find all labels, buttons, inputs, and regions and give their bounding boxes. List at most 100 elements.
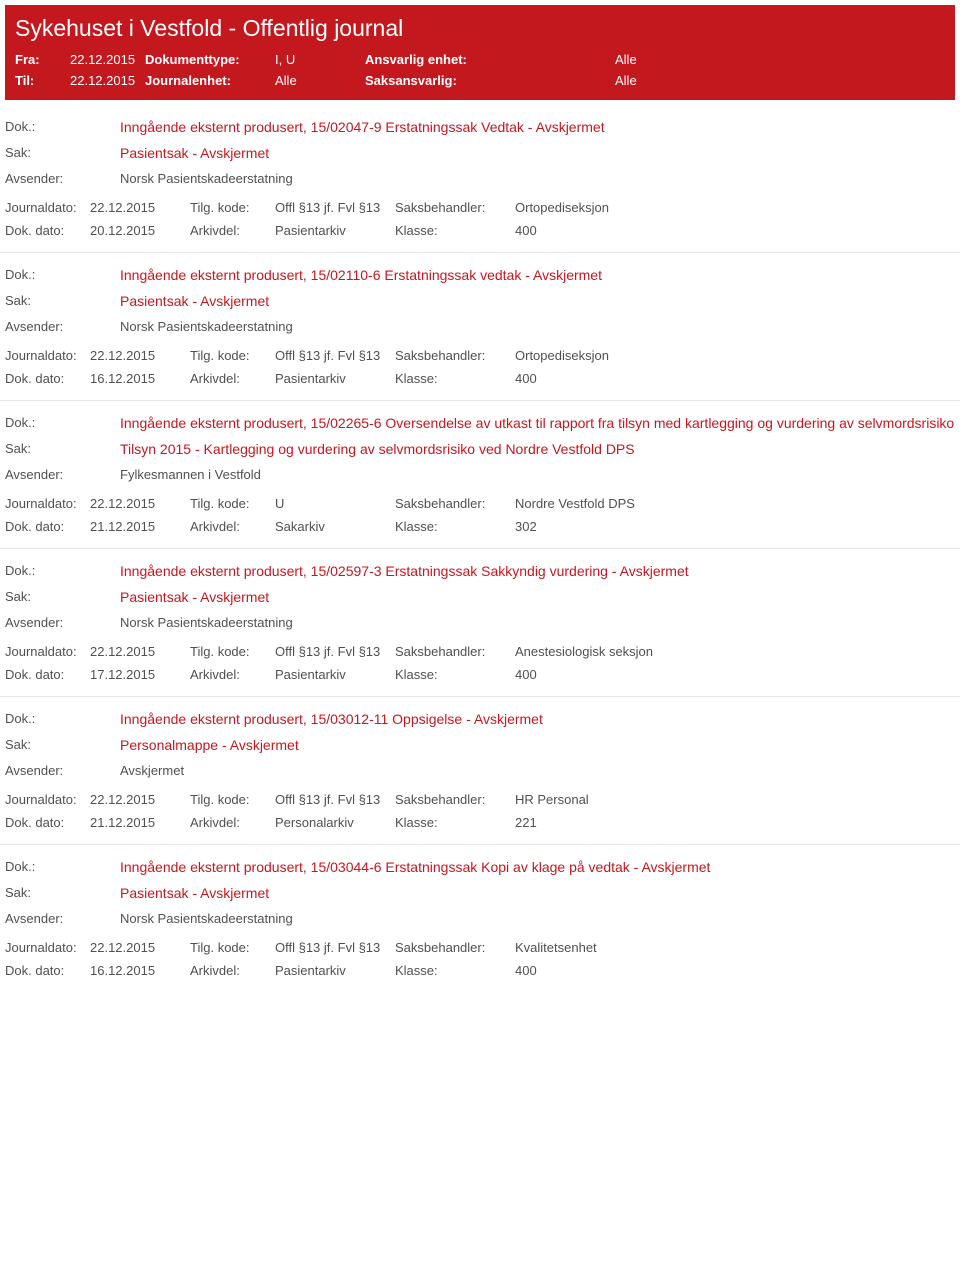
- journalenhet-label: Journalenhet:: [145, 73, 275, 88]
- avsender-label: Avsender:: [5, 467, 120, 482]
- ansvarlig-value: Alle: [615, 52, 715, 67]
- header-meta: Fra: 22.12.2015 Dokumenttype: I, U Ansva…: [15, 52, 945, 88]
- arkivdel-label: Arkivdel:: [190, 223, 275, 238]
- avsender-label: Avsender:: [5, 763, 120, 778]
- klasse-value: 400: [515, 963, 955, 978]
- fra-value: 22.12.2015: [70, 52, 145, 67]
- sak-label: Sak:: [5, 737, 120, 753]
- journal-entry: Dok.:Inngående eksternt produsert, 15/02…: [0, 253, 960, 401]
- journaldato-value: 22.12.2015: [90, 940, 190, 955]
- tilgkode-label: Tilg. kode:: [190, 496, 275, 511]
- avsender-value: Fylkesmannen i Vestfold: [120, 467, 955, 482]
- fra-label: Fra:: [15, 52, 70, 67]
- dokdato-label: Dok. dato:: [5, 815, 90, 830]
- journaldato-value: 22.12.2015: [90, 644, 190, 659]
- dokdato-value: 16.12.2015: [90, 963, 190, 978]
- klasse-value: 302: [515, 519, 955, 534]
- dok-title: Inngående eksternt produsert, 15/03044-6…: [120, 859, 955, 875]
- journaldato-value: 22.12.2015: [90, 200, 190, 215]
- journaldato-value: 22.12.2015: [90, 496, 190, 511]
- saksbehandler-value: Ortopediseksjon: [515, 200, 955, 215]
- doktype-label: Dokumenttype:: [145, 52, 275, 67]
- avsender-label: Avsender:: [5, 171, 120, 186]
- journalenhet-value: Alle: [275, 73, 365, 88]
- sak-label: Sak:: [5, 441, 120, 457]
- saksbehandler-label: Saksbehandler:: [395, 496, 515, 511]
- saksbehandler-label: Saksbehandler:: [395, 348, 515, 363]
- klasse-label: Klasse:: [395, 519, 515, 534]
- saksbehandler-label: Saksbehandler:: [395, 644, 515, 659]
- arkivdel-value: Personalarkiv: [275, 815, 395, 830]
- avsender-value: Norsk Pasientskadeerstatning: [120, 615, 955, 630]
- saksbehandler-value: Kvalitetsenhet: [515, 940, 955, 955]
- klasse-label: Klasse:: [395, 371, 515, 386]
- saksbehandler-value: HR Personal: [515, 792, 955, 807]
- tilgkode-label: Tilg. kode:: [190, 792, 275, 807]
- entry-header: Dok.:Inngående eksternt produsert, 15/02…: [5, 415, 955, 482]
- page-title: Sykehuset i Vestfold - Offentlig journal: [15, 15, 945, 42]
- dokdato-label: Dok. dato:: [5, 371, 90, 386]
- header-banner: Sykehuset i Vestfold - Offentlig journal…: [5, 5, 955, 100]
- dok-title: Inngående eksternt produsert, 15/02265-6…: [120, 415, 955, 431]
- journal-entry: Dok.:Inngående eksternt produsert, 15/03…: [0, 697, 960, 845]
- entry-details: Journaldato:22.12.2015Tilg. kode:Offl §1…: [5, 792, 955, 830]
- saksansvarlig-value: Alle: [615, 73, 715, 88]
- arkivdel-value: Pasientarkiv: [275, 223, 395, 238]
- entry-details: Journaldato:22.12.2015Tilg. kode:Offl §1…: [5, 200, 955, 238]
- journaldato-label: Journaldato:: [5, 792, 90, 807]
- journaldato-value: 22.12.2015: [90, 348, 190, 363]
- avsender-label: Avsender:: [5, 615, 120, 630]
- sak-title: Pasientsak - Avskjermet: [120, 885, 955, 901]
- dokdato-value: 20.12.2015: [90, 223, 190, 238]
- sak-title: Pasientsak - Avskjermet: [120, 293, 955, 309]
- saksbehandler-label: Saksbehandler:: [395, 792, 515, 807]
- tilgkode-value: Offl §13 jf. Fvl §13: [275, 644, 395, 659]
- klasse-label: Klasse:: [395, 815, 515, 830]
- dokdato-label: Dok. dato:: [5, 223, 90, 238]
- entry-header: Dok.:Inngående eksternt produsert, 15/02…: [5, 119, 955, 186]
- saksbehandler-value: Nordre Vestfold DPS: [515, 496, 955, 511]
- dokdato-value: 17.12.2015: [90, 667, 190, 682]
- arkivdel-value: Pasientarkiv: [275, 371, 395, 386]
- til-value: 22.12.2015: [70, 73, 145, 88]
- entry-header: Dok.:Inngående eksternt produsert, 15/03…: [5, 711, 955, 778]
- entry-header: Dok.:Inngående eksternt produsert, 15/02…: [5, 563, 955, 630]
- tilgkode-value: Offl §13 jf. Fvl §13: [275, 200, 395, 215]
- journaldato-label: Journaldato:: [5, 496, 90, 511]
- journaldato-label: Journaldato:: [5, 200, 90, 215]
- tilgkode-value: U: [275, 496, 395, 511]
- dok-label: Dok.:: [5, 563, 120, 579]
- klasse-value: 221: [515, 815, 955, 830]
- arkivdel-value: Pasientarkiv: [275, 963, 395, 978]
- dok-label: Dok.:: [5, 415, 120, 431]
- avsender-value: Avskjermet: [120, 763, 955, 778]
- klasse-label: Klasse:: [395, 963, 515, 978]
- journal-entry: Dok.:Inngående eksternt produsert, 15/03…: [0, 845, 960, 992]
- saksbehandler-value: Anestesiologisk seksjon: [515, 644, 955, 659]
- journaldato-label: Journaldato:: [5, 348, 90, 363]
- arkivdel-value: Sakarkiv: [275, 519, 395, 534]
- arkivdel-label: Arkivdel:: [190, 519, 275, 534]
- journaldato-value: 22.12.2015: [90, 792, 190, 807]
- dok-title: Inngående eksternt produsert, 15/03012-1…: [120, 711, 955, 727]
- klasse-value: 400: [515, 223, 955, 238]
- arkivdel-value: Pasientarkiv: [275, 667, 395, 682]
- entry-header: Dok.:Inngående eksternt produsert, 15/02…: [5, 267, 955, 334]
- tilgkode-label: Tilg. kode:: [190, 940, 275, 955]
- entries-list: Dok.:Inngående eksternt produsert, 15/02…: [0, 105, 960, 992]
- dok-title: Inngående eksternt produsert, 15/02047-9…: [120, 119, 955, 135]
- entry-details: Journaldato:22.12.2015Tilg. kode:Offl §1…: [5, 940, 955, 978]
- arkivdel-label: Arkivdel:: [190, 815, 275, 830]
- arkivdel-label: Arkivdel:: [190, 667, 275, 682]
- dokdato-value: 21.12.2015: [90, 519, 190, 534]
- sak-title: Personalmappe - Avskjermet: [120, 737, 955, 753]
- sak-title: Pasientsak - Avskjermet: [120, 589, 955, 605]
- dok-label: Dok.:: [5, 711, 120, 727]
- journal-entry: Dok.:Inngående eksternt produsert, 15/02…: [0, 105, 960, 253]
- dokdato-value: 16.12.2015: [90, 371, 190, 386]
- avsender-label: Avsender:: [5, 319, 120, 334]
- sak-label: Sak:: [5, 145, 120, 161]
- dokdato-value: 21.12.2015: [90, 815, 190, 830]
- saksansvarlig-label: Saksansvarlig:: [365, 73, 615, 88]
- tilgkode-label: Tilg. kode:: [190, 200, 275, 215]
